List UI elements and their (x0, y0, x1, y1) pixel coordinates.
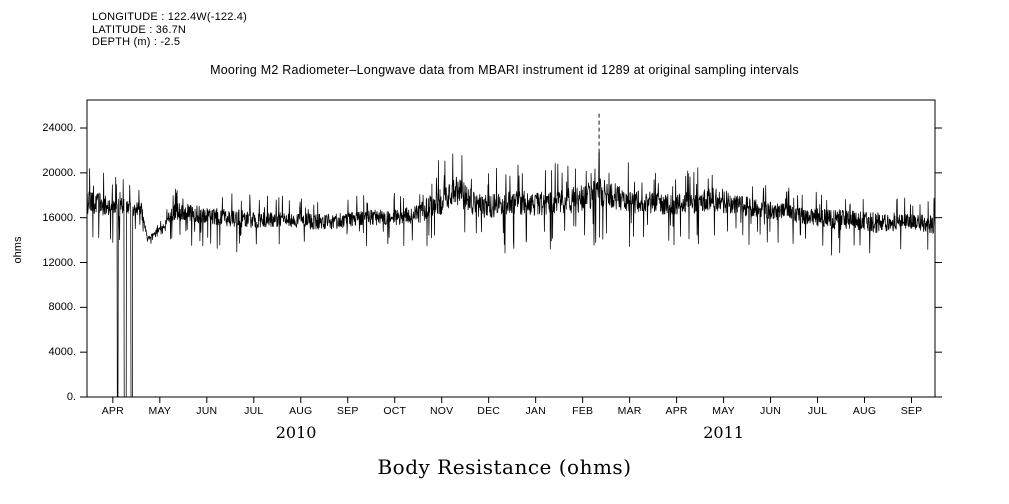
x-tick-label-month: FEB (572, 405, 594, 417)
x-tick-label-month: OCT (383, 405, 407, 417)
metadata-longitude: LONGITUDE : 122.4W(-122.4) (92, 11, 247, 23)
x-tick-label-month: SEP (900, 405, 923, 417)
x-tick-label-month: JUN (760, 405, 782, 417)
metadata-depth: DEPTH (m) : -2.5 (92, 36, 181, 48)
x-tick-label-month: SEP (336, 405, 359, 417)
x-tick-label-month: JUL (807, 405, 828, 417)
x-tick-label-month: DEC (477, 405, 501, 417)
plot-frame (86, 99, 936, 398)
y-tick-label: 8000. (48, 301, 76, 314)
x-tick-label-month: APR (101, 405, 124, 417)
x-tick-label-month: JAN (525, 405, 546, 417)
y-tick-label: 12000. (42, 256, 76, 269)
y-tick-label: 4000. (48, 346, 76, 359)
year-label: 2011 (703, 423, 744, 442)
body-resistance-trace (86, 152, 936, 398)
metadata-latitude: LATITUDE : 36.7N (92, 23, 187, 36)
x-tick-label-month: NOV (430, 405, 454, 417)
x-tick-label-month: JUN (196, 405, 218, 417)
chart-title: Mooring M2 Radiometer–Longwave data from… (210, 63, 799, 77)
x-tick-label-month: MAR (617, 405, 642, 417)
metadata-block: LONGITUDE : 122.4W(-122.4) LATITUDE : 36… (92, 11, 247, 49)
y-tick-label: 0. (66, 391, 76, 403)
year-label: 2010 (275, 423, 317, 442)
x-tick-label-month: JUL (244, 405, 264, 417)
x-tick-label-month: APR (665, 405, 688, 417)
x-tick-label-month: MAY (712, 405, 735, 417)
y-tick-label: 24000. (42, 122, 76, 135)
x-tick-label-month: AUG (852, 405, 877, 417)
y-tick-label: 16000. (42, 211, 76, 224)
figure-bottom-title: Body Resistance (ohms) (377, 455, 632, 479)
y-tick-label: 20000. (42, 166, 76, 179)
x-tick-label-month: MAY (148, 405, 172, 417)
x-tick-label-month: AUG (289, 405, 313, 417)
